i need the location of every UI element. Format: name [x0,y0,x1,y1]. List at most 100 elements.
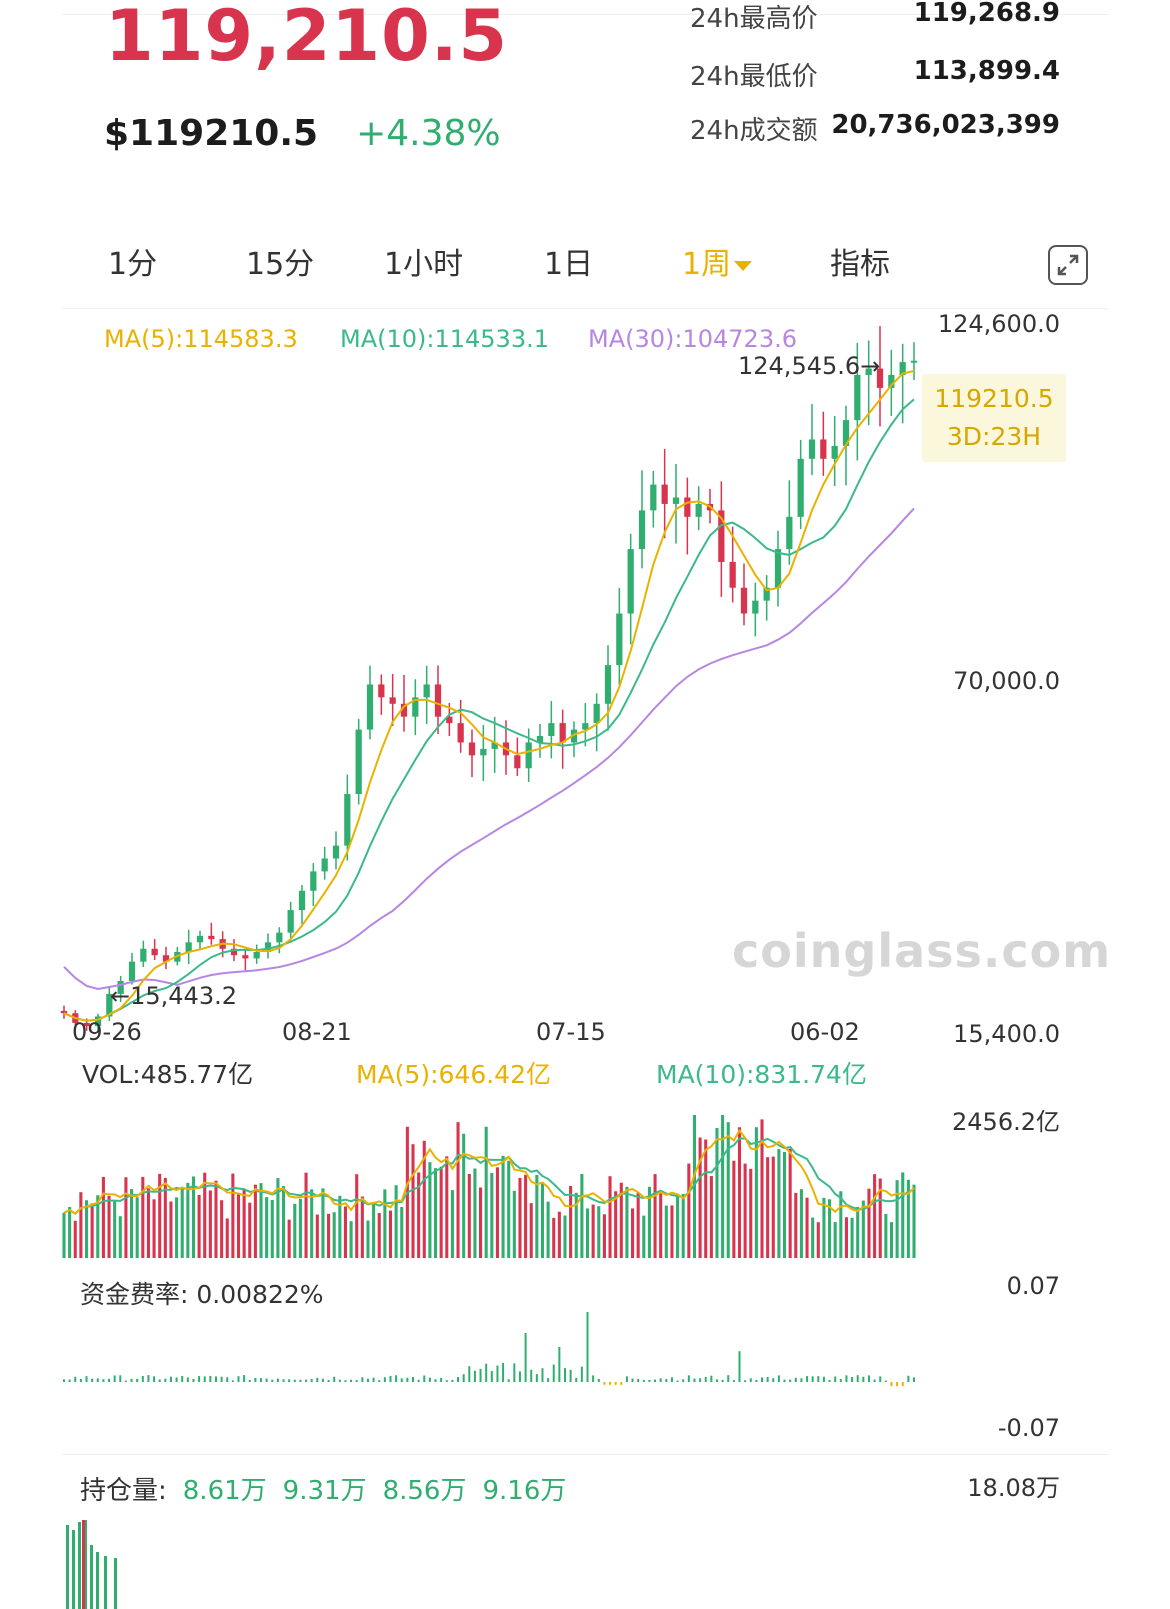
volume-bar [816,1222,820,1258]
volume-bar [158,1173,162,1258]
tab-15min[interactable]: 15分 [246,247,315,282]
funding-bar [141,1375,144,1382]
funding-bar [203,1376,206,1382]
funding-bar [676,1380,679,1382]
funding-y-top: 0.07 [1006,1272,1060,1300]
fullscreen-icon[interactable] [1048,245,1088,285]
candle-body [548,723,555,737]
candle-body [264,942,272,952]
candle-body [831,445,838,459]
high-marker: 124,545.6→ [738,352,881,380]
volume-bar [62,1212,66,1258]
volume-bar [265,1197,269,1258]
funding-bar [715,1379,718,1382]
oi-bar [96,1552,99,1609]
volume-bar [844,1217,848,1258]
volume-bar [642,1215,646,1258]
tab-1day[interactable]: 1日 [544,247,594,282]
funding-bar [372,1377,375,1382]
funding-rate-label: 资金费率: 0.00822% [80,1280,324,1309]
stat-row-low: 24h最低价 113,899.4 [690,56,1070,96]
funding-bar [580,1366,583,1382]
funding-bar [293,1379,296,1382]
funding-bar [839,1379,842,1382]
funding-bar [417,1379,420,1382]
volume-bar [687,1163,691,1258]
candle-body [627,549,634,614]
countdown: 3D:23H [946,422,1042,451]
vol-y-axis-top: 2456.2亿 [952,1108,1060,1136]
funding-bar [338,1379,341,1382]
stat-value: 119,268.9 [913,0,1060,28]
volume-bar [737,1127,742,1258]
volume-bar [197,1194,201,1258]
funding-bar [834,1376,837,1382]
open-interest-legend: 持仓量: 8.61万 9.31万 8.56万 9.16万 [80,1470,566,1507]
tab-1week-label: 1周 [682,247,732,282]
funding-bar [777,1375,780,1382]
volume-bar [569,1186,573,1258]
tab-1min[interactable]: 1分 [108,247,158,282]
tab-indicators[interactable]: 指标 [830,247,890,282]
vol-ma5-line [63,1128,915,1215]
funding-bar [738,1351,741,1382]
volume-bar [203,1172,207,1258]
volume-bar [647,1186,651,1258]
volume-bar [355,1174,359,1258]
volume-bar [428,1162,432,1258]
candle-body [616,613,623,666]
watermark-logo: coinglass.com [732,924,1112,978]
oi-bar [114,1558,117,1609]
volume-bar [709,1176,713,1258]
volume-bar [901,1172,905,1258]
volume-bar [721,1115,725,1258]
funding-bar [130,1378,133,1382]
oi-value: 8.56万 [382,1476,467,1506]
volume-bar [490,1173,494,1258]
volume-bar [236,1194,241,1258]
current-price-tag: 119210.5 3D:23H [922,374,1066,462]
volume-bar [124,1177,128,1258]
funding-bar [175,1377,178,1382]
candle-body [865,368,872,375]
funding-bar [288,1379,291,1382]
funding-bar [727,1375,730,1382]
volume-bar [799,1189,803,1258]
candle-body [514,755,521,769]
caret-down-icon [734,260,753,271]
volume-bar [107,1195,111,1258]
candle-body [797,458,804,517]
candle-body [378,684,385,698]
volume-bar [676,1194,680,1258]
candle-body [842,420,850,446]
candle-body [208,935,215,940]
funding-bar [169,1376,172,1382]
volume-bar [450,1190,454,1258]
funding-bar [220,1376,223,1382]
tab-1hour[interactable]: 1小时 [384,247,464,282]
candle-body [446,716,453,724]
volume-bar [287,1219,291,1258]
volume-bar [253,1184,257,1258]
volume-bar [692,1115,697,1258]
volume-bar [372,1202,376,1258]
candle-body [888,374,895,388]
funding-bar [85,1376,88,1382]
tab-1week[interactable]: 1周 [682,232,753,298]
change-percent: +4.38% [356,112,501,154]
volume-bar [180,1187,184,1258]
funding-bar [237,1376,240,1382]
candle-body [60,1010,68,1014]
candle-body [310,871,317,891]
funding-bar [513,1363,516,1382]
candle-body [434,684,442,717]
volume-bar [135,1197,139,1258]
funding-bar [68,1379,71,1382]
funding-bar [541,1368,544,1382]
funding-bar [327,1380,330,1382]
volume-bar [670,1205,674,1258]
funding-bar [524,1333,527,1382]
volume-bar [68,1207,72,1258]
candle-body [570,729,578,743]
